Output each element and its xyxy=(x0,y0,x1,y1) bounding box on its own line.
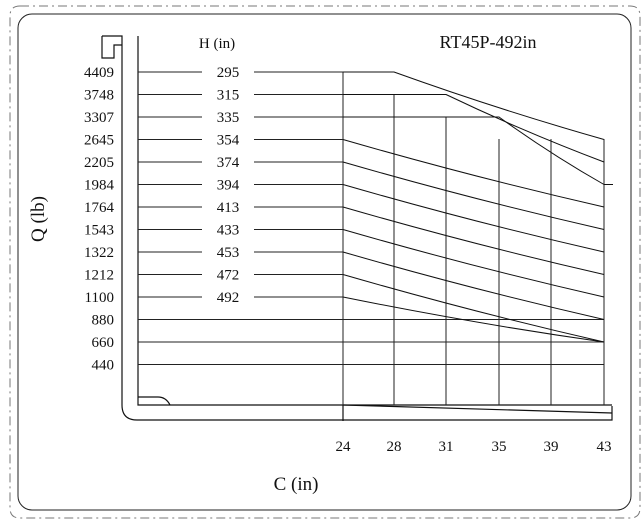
load-curve-433 xyxy=(342,229,605,298)
load-curve-295 xyxy=(343,71,605,140)
x-tick-label: 31 xyxy=(439,439,454,455)
height-label: 335 xyxy=(217,110,240,126)
x-tick-label: 24 xyxy=(336,439,352,455)
x-tick-label: 43 xyxy=(597,439,612,455)
height-label: 413 xyxy=(217,200,240,216)
x-axis-label: C (in) xyxy=(274,474,319,495)
load-curve-453 xyxy=(342,251,605,320)
height-label: 374 xyxy=(217,155,240,171)
height-labels: 295 315 335 354 374 394 413 433 453 472 492 xyxy=(217,65,240,306)
load-curve-394 xyxy=(342,184,605,253)
height-label: 453 xyxy=(217,245,240,261)
height-label: 492 xyxy=(217,290,240,306)
chart-grid xyxy=(138,71,605,405)
y-tick-label: 1764 xyxy=(84,200,115,216)
outer-frame xyxy=(9,5,641,519)
y-tick-label: 1100 xyxy=(85,290,114,306)
y-tick-label: 2205 xyxy=(84,155,114,171)
height-label: 433 xyxy=(217,223,240,239)
y-tick-label: 1984 xyxy=(84,178,115,194)
x-tick-label: 39 xyxy=(544,439,559,455)
y-tick-label: 3748 xyxy=(84,88,114,104)
y-tick-label: 660 xyxy=(92,335,115,351)
y-tick-label: 440 xyxy=(92,358,115,374)
inner-frame xyxy=(17,13,632,511)
height-label: 295 xyxy=(217,65,240,81)
y-tick-label: 1322 xyxy=(84,245,114,261)
x-tick-labels: 24 28 31 35 39 43 xyxy=(336,439,612,455)
load-curve-315 xyxy=(343,94,605,163)
y-tick-labels: 4409 3748 3307 2645 2205 1984 1764 1543 1322 1212… xyxy=(84,65,115,374)
height-label: 472 xyxy=(217,268,240,284)
height-label: 315 xyxy=(217,88,240,104)
load-curve-472 xyxy=(342,274,605,343)
load-curve-413 xyxy=(342,206,605,275)
y-tick-label: 1543 xyxy=(84,223,114,239)
y-tick-label: 3307 xyxy=(84,110,115,126)
height-label: 394 xyxy=(217,178,240,194)
load-curve-335 xyxy=(343,116,605,185)
load-curves xyxy=(342,71,613,343)
load-curve-354 xyxy=(342,139,605,208)
x-tick-label: 35 xyxy=(492,439,507,455)
y-tick-label: 4409 xyxy=(84,65,114,81)
y-axis-label: Q (lb) xyxy=(28,196,49,242)
x-tick-label: 28 xyxy=(387,439,402,455)
y-tick-label: 880 xyxy=(92,313,115,329)
load-curve-492 xyxy=(342,296,605,343)
chart-title: RT45P-492in xyxy=(440,32,537,52)
load-curve-374 xyxy=(342,161,605,230)
height-label: 354 xyxy=(217,133,240,149)
y-tick-label: 1212 xyxy=(84,268,114,284)
height-header: H (in) xyxy=(199,36,235,52)
boom-outline-icon xyxy=(101,35,613,421)
y-tick-label: 2645 xyxy=(84,133,114,149)
